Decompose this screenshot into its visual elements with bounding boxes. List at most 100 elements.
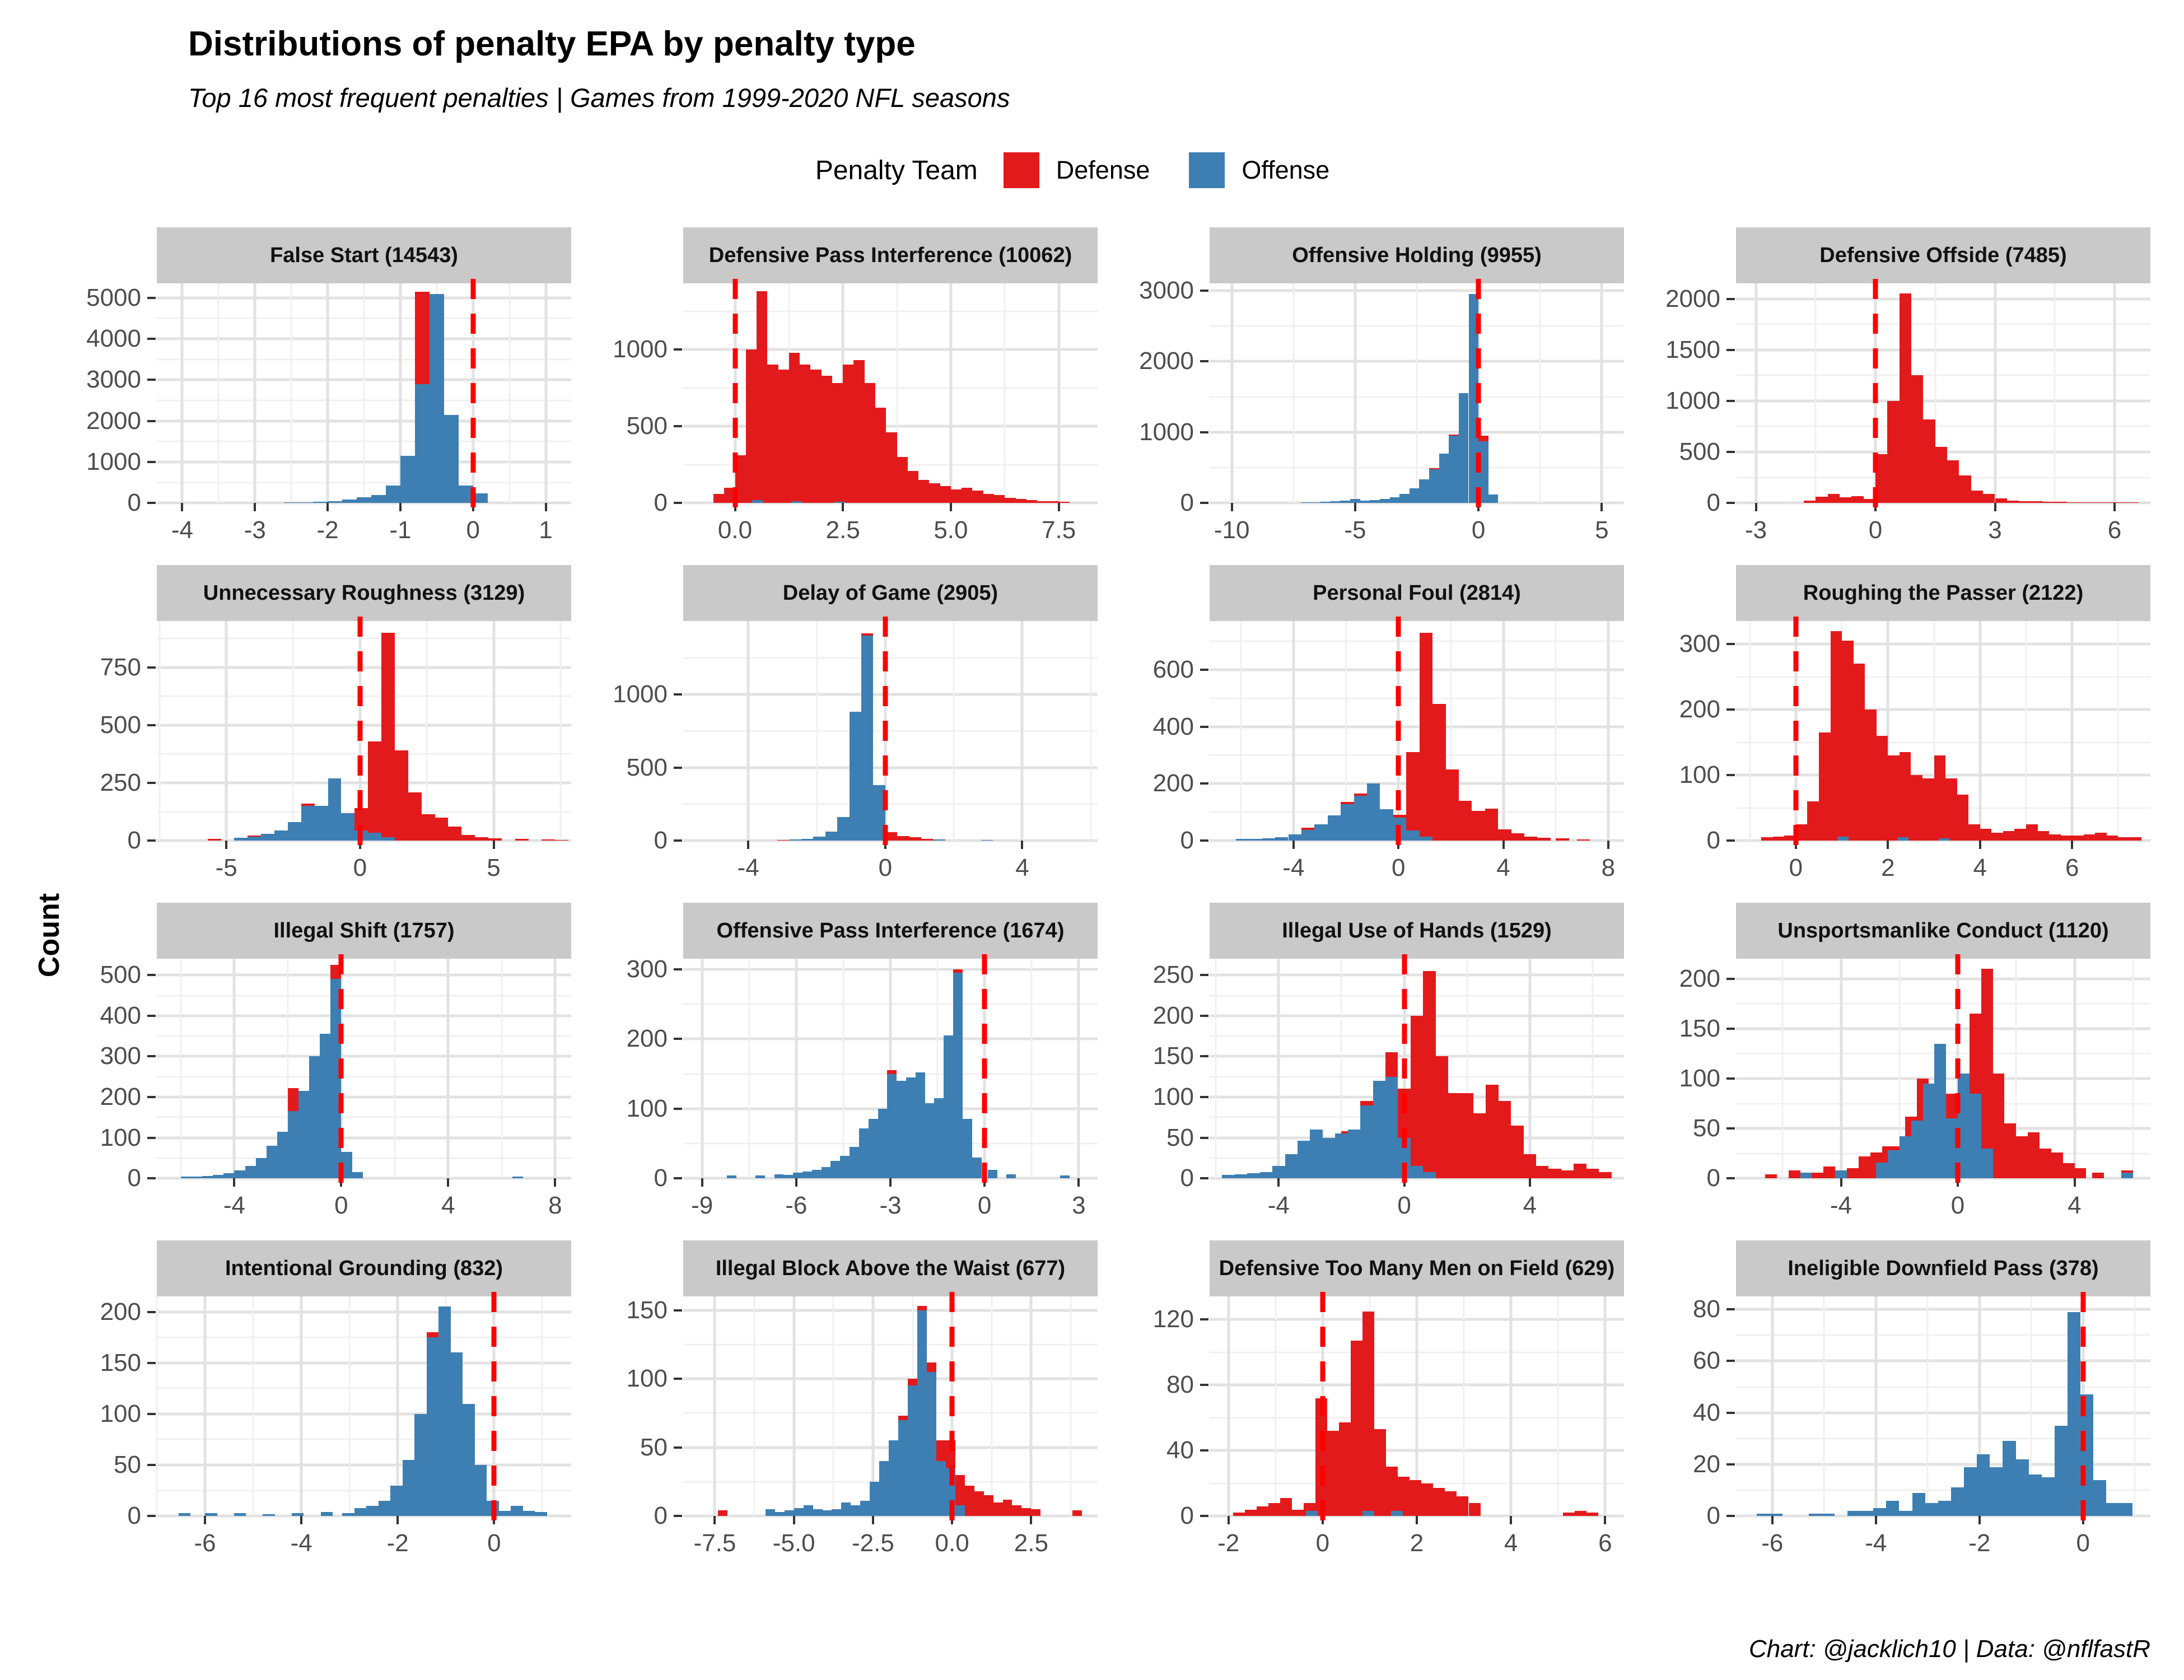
zero-reference-line (1793, 617, 1799, 850)
facet-strip-title: Offensive Pass Interference (1674) (716, 918, 1065, 942)
histogram-bar (1341, 804, 1354, 841)
histogram-bar (802, 1171, 812, 1179)
x-axis: -10 -5 0 5 (1210, 503, 1624, 556)
x-tick-label: 0 (353, 854, 367, 882)
histogram-bar (522, 1511, 535, 1516)
x-tick-label: 2 (1410, 1529, 1424, 1557)
histogram-bar (1488, 494, 1499, 503)
histogram-bar (1498, 1101, 1511, 1179)
x-axis: -4 0 4 (683, 841, 1098, 894)
y-tick-mark (147, 1361, 156, 1364)
x-tick-mark (204, 1516, 207, 1525)
x-tick-mark (792, 1516, 795, 1525)
y-tick-mark (1726, 399, 1735, 402)
y-tick-mark (147, 1055, 156, 1058)
offense-color-swatch (1189, 152, 1225, 189)
histogram-bar (341, 813, 355, 841)
histogram-bar (2049, 834, 2061, 841)
histogram-bar (897, 1080, 907, 1179)
gridline (1607, 621, 1610, 841)
gridline (1736, 1359, 2150, 1362)
y-tick-label: 3000 (1139, 276, 1194, 304)
x-tick-label: 0 (1950, 1192, 1965, 1220)
x-tick-label: 0.0 (935, 1529, 969, 1557)
gridline (492, 621, 496, 841)
legend-item-defense: Defense (1003, 152, 1150, 189)
y-tick-mark (674, 348, 682, 351)
y-tick-label: 0 (654, 1164, 668, 1192)
facet-panel: Illegal Block Above the Waist (677) 0 50 10… (594, 1240, 1098, 1569)
y-tick-label: 0 (1180, 1502, 1194, 1530)
histogram-bar (1912, 1492, 1925, 1516)
gridline-minor (1463, 1296, 1465, 1516)
gridline (1736, 1463, 2150, 1466)
gridline-minor (1823, 1296, 1825, 1516)
y-tick-label: 1000 (1665, 386, 1720, 414)
x-tick-mark (1604, 1516, 1607, 1525)
plot-panel (1736, 617, 2150, 850)
histogram-bar (1314, 824, 1328, 841)
y-tick-mark (1200, 974, 1208, 977)
x-tick-label: 2.5 (825, 516, 860, 544)
x-tick-label: 1 (539, 516, 553, 544)
histogram-bar (981, 839, 993, 841)
y-tick-mark (1726, 1463, 1735, 1466)
gridline-minor (157, 1116, 571, 1118)
histogram-bar (934, 1098, 944, 1179)
histogram-bar (1015, 499, 1026, 503)
gridline-minor (559, 621, 562, 841)
histogram-bar (1823, 1166, 1836, 1179)
gridline-minor (1736, 374, 2150, 376)
histogram-bar (791, 501, 802, 503)
histogram-bar (926, 1371, 936, 1516)
x-tick-label: -4 (1830, 1192, 1852, 1220)
histogram-bar (993, 1502, 1003, 1516)
histogram-bar (885, 832, 898, 841)
facet-strip: Defensive Too Many Men on Field (629) (1210, 1240, 1624, 1297)
histogram-bar (974, 1491, 984, 1516)
y-tick-mark (147, 666, 156, 669)
gridline (1509, 1296, 1513, 1516)
histogram-bar (1808, 1513, 1822, 1516)
histogram-bar (745, 349, 757, 503)
chart-caption: Chart: @jacklich10 | Data: @nflfastR (1748, 1635, 2150, 1663)
plot-panel (157, 279, 571, 512)
gridline (683, 1309, 1098, 1312)
histogram-bar (1897, 837, 1909, 841)
histogram-bar (873, 785, 885, 841)
gridline-minor (157, 1336, 571, 1338)
legend-label-offense: Offense (1242, 156, 1330, 185)
facet-strip: Delay of Game (2905) (683, 565, 1098, 622)
gridline (746, 621, 750, 841)
facet-strip: Roughing the Passer (2122) (1736, 565, 2150, 622)
histogram-bar (1300, 502, 1311, 503)
y-axis-title: Count (33, 893, 66, 978)
gridline (1600, 283, 1603, 503)
y-tick-mark (1200, 1136, 1208, 1139)
histogram-bar (342, 499, 357, 503)
histogram-bar (727, 1175, 737, 1179)
x-tick-label: 4 (1015, 854, 1029, 882)
histogram-bar (328, 778, 342, 841)
histogram-bar (2119, 1503, 2132, 1516)
x-tick-mark (233, 1178, 236, 1187)
y-tick-label: 200 (100, 1298, 141, 1326)
histogram-bar (381, 632, 395, 841)
x-tick-mark (1292, 841, 1295, 850)
zero-reference-line (2080, 1292, 2086, 1525)
y-tick-label: 500 (100, 711, 141, 739)
y-tick-label: 150 (1152, 1042, 1194, 1070)
facet-strip: False Start (14543) (157, 227, 571, 284)
histogram-bar (1991, 833, 2003, 841)
histogram-bar (2037, 830, 2050, 841)
gridline-minor (1090, 621, 1092, 841)
x-tick-mark (1978, 1516, 1981, 1525)
x-axis: -5 0 5 (157, 841, 571, 894)
x-tick-mark (2073, 1178, 2076, 1187)
y-tick-label: 1000 (613, 680, 668, 708)
histogram-bar (450, 1352, 463, 1516)
histogram-bar (2055, 502, 2067, 503)
histogram-bar (1330, 501, 1341, 503)
histogram-bar (202, 1175, 213, 1179)
y-tick-label: 80 (1693, 1295, 1720, 1323)
